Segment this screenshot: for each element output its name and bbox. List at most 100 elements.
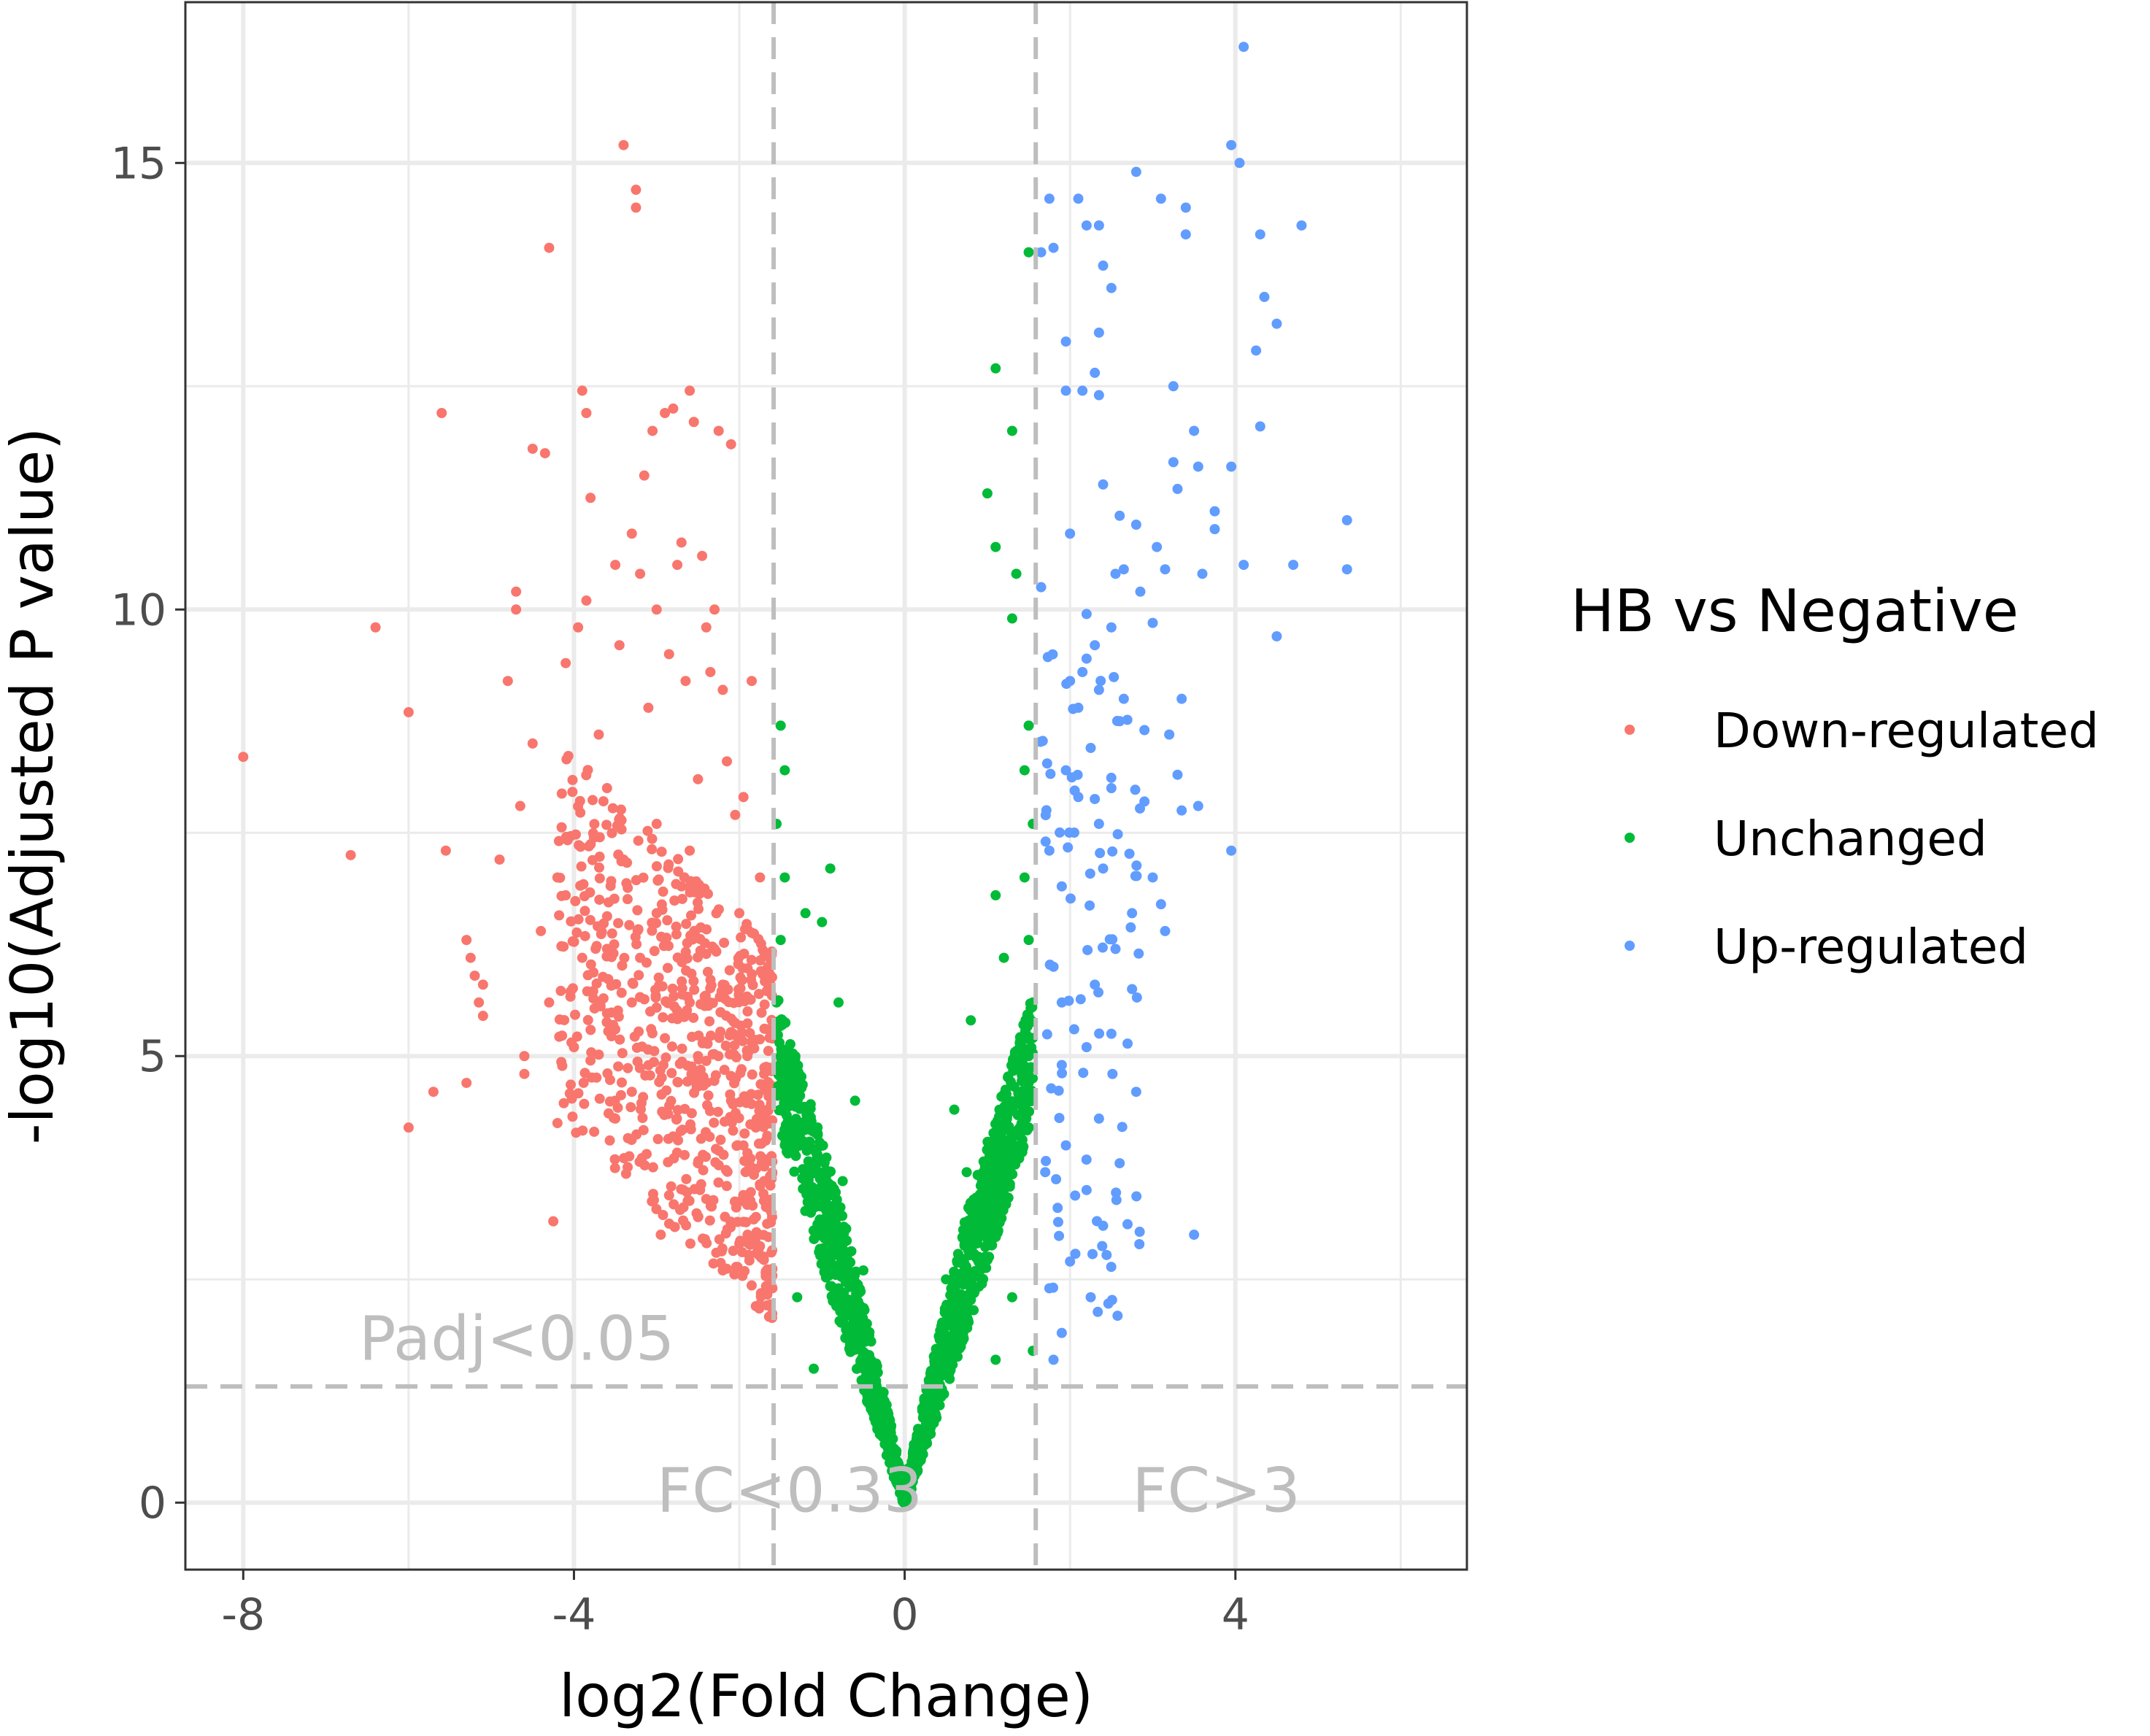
data-point [663, 1133, 674, 1144]
data-point [756, 1007, 767, 1018]
data-point [921, 1417, 932, 1428]
data-point [692, 887, 703, 898]
data-point [804, 1141, 815, 1152]
data-point [666, 1041, 677, 1052]
data-point [403, 707, 414, 718]
data-point [1023, 935, 1034, 946]
data-point [1052, 1216, 1063, 1227]
data-point [831, 1222, 842, 1232]
data-point [790, 1114, 801, 1124]
data-point [729, 1040, 740, 1051]
data-point [1060, 765, 1071, 776]
data-point [1090, 979, 1101, 990]
data-point [573, 622, 584, 633]
data-point [566, 1079, 577, 1090]
legend-title: HB vs Negative [1571, 577, 2019, 645]
data-point [994, 1217, 1005, 1228]
data-point [660, 1033, 671, 1043]
data-point [647, 925, 658, 936]
data-point [1037, 736, 1048, 747]
data-point [790, 1101, 801, 1112]
data-point [1081, 1154, 1092, 1165]
data-point [654, 980, 665, 991]
data-point [403, 1122, 414, 1133]
data-point [1060, 336, 1071, 347]
data-point [1094, 1028, 1105, 1039]
data-point [645, 1006, 656, 1017]
data-point [690, 876, 701, 887]
data-point [1005, 1076, 1016, 1087]
data-point [1107, 846, 1118, 857]
data-point [1112, 1311, 1123, 1322]
data-point [682, 1060, 693, 1071]
data-point [779, 1124, 790, 1135]
y-tick-label: 10 [111, 585, 166, 636]
data-point [671, 1147, 682, 1158]
data-point [990, 363, 1001, 374]
data-point [990, 1354, 1001, 1365]
data-point [614, 1034, 625, 1045]
data-point [779, 765, 790, 776]
data-point [736, 1064, 747, 1075]
data-point [1041, 1029, 1052, 1040]
legend-key [1625, 941, 1635, 951]
data-point [685, 887, 696, 898]
data-point [1014, 1129, 1025, 1140]
data-point [1189, 1230, 1200, 1241]
x-axis: -8 -4 0 4 [221, 1570, 1249, 1640]
data-point [980, 1181, 991, 1192]
data-point [739, 1128, 750, 1139]
data-point [709, 1117, 720, 1128]
data-point [571, 927, 582, 938]
data-point [744, 1027, 755, 1038]
data-point [704, 1215, 715, 1226]
data-point [596, 927, 607, 938]
data-point [1093, 220, 1104, 231]
data-point [758, 1230, 769, 1241]
data-point [661, 933, 672, 944]
data-point [959, 1217, 970, 1228]
data-point [1147, 872, 1158, 883]
data-point [544, 242, 555, 253]
data-point [736, 932, 747, 943]
data-point [1271, 318, 1282, 329]
data-point [1259, 291, 1270, 302]
data-point [787, 1048, 798, 1059]
data-point [1056, 1327, 1067, 1338]
data-point [693, 1211, 704, 1222]
data-point [677, 1043, 687, 1054]
data-point [1098, 261, 1109, 271]
data-point [775, 720, 786, 731]
data-point [1065, 528, 1076, 539]
data-point [591, 1072, 602, 1083]
data-point [238, 752, 249, 763]
data-point [734, 1238, 745, 1249]
data-point [936, 1321, 947, 1332]
data-point [1098, 863, 1109, 874]
data-point [593, 862, 604, 873]
data-point [796, 1071, 807, 1082]
x-tick-label: 4 [1222, 1589, 1249, 1640]
data-point [705, 974, 716, 985]
data-point [609, 893, 620, 904]
data-point [635, 992, 646, 1003]
data-point [1073, 193, 1084, 204]
data-point [685, 1119, 696, 1130]
data-point [554, 910, 565, 921]
data-point [1226, 139, 1237, 150]
data-point [825, 1281, 836, 1292]
data-point [652, 1134, 663, 1145]
data-point [647, 833, 658, 844]
data-point [591, 978, 602, 989]
data-point [582, 1014, 593, 1025]
data-point [731, 1073, 741, 1084]
data-point [986, 1164, 997, 1175]
data-point [684, 1195, 695, 1206]
data-point [1106, 772, 1117, 783]
data-point [1047, 649, 1058, 660]
data-point [713, 1145, 724, 1156]
data-point [655, 1065, 666, 1076]
data-point [1111, 1187, 1122, 1198]
data-point [1296, 220, 1307, 231]
